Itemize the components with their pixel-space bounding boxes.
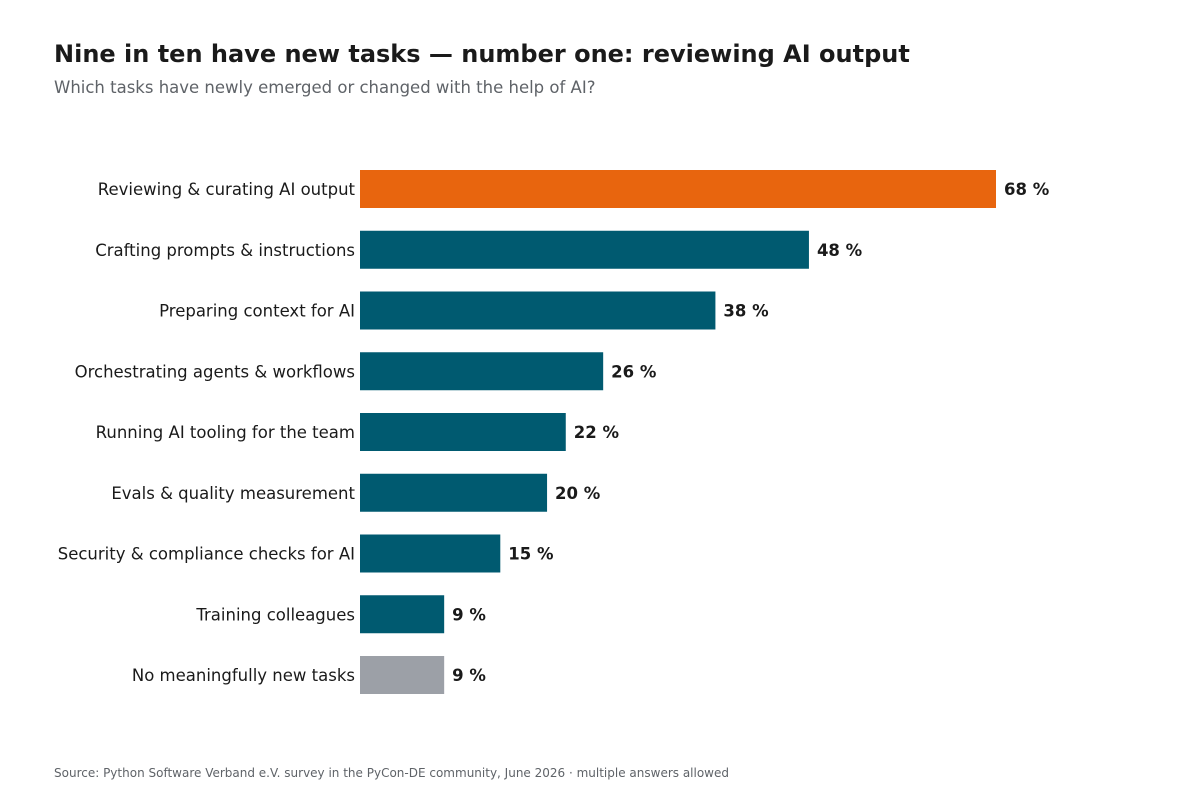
category-label: Security & compliance checks for AI xyxy=(58,545,355,564)
bar xyxy=(360,413,566,451)
value-label: 9 % xyxy=(452,605,486,624)
bar xyxy=(360,291,716,330)
value-label: 48 % xyxy=(817,241,863,260)
bar xyxy=(360,170,996,208)
category-label: Preparing context for AI xyxy=(159,302,355,321)
category-label: Evals & quality measurement xyxy=(111,484,355,503)
chart-title: Nine in ten have new tasks — number one:… xyxy=(54,40,910,68)
bar xyxy=(360,473,548,512)
value-label: 26 % xyxy=(611,362,657,381)
category-label: Training colleagues xyxy=(195,605,355,624)
value-label: 22 % xyxy=(574,423,620,442)
category-label: No meaningfully new tasks xyxy=(132,666,355,685)
bar xyxy=(360,656,445,694)
category-label: Orchestrating agents & workflows xyxy=(75,362,355,381)
source-note: Source: Python Software Verband e.V. sur… xyxy=(54,766,729,780)
value-label: 15 % xyxy=(508,545,554,564)
category-label: Crafting prompts & instructions xyxy=(95,241,355,260)
value-label: 38 % xyxy=(723,302,769,321)
chart-subtitle: Which tasks have newly emerged or change… xyxy=(54,78,596,97)
bar xyxy=(360,595,445,634)
bar xyxy=(360,352,604,391)
bar xyxy=(360,230,809,269)
category-label: Running AI tooling for the team xyxy=(96,423,355,442)
value-label: 9 % xyxy=(452,666,486,685)
bar xyxy=(360,534,501,573)
value-label: 20 % xyxy=(555,484,601,503)
category-label: Reviewing & curating AI output xyxy=(98,180,356,199)
value-label: 68 % xyxy=(1004,180,1050,199)
